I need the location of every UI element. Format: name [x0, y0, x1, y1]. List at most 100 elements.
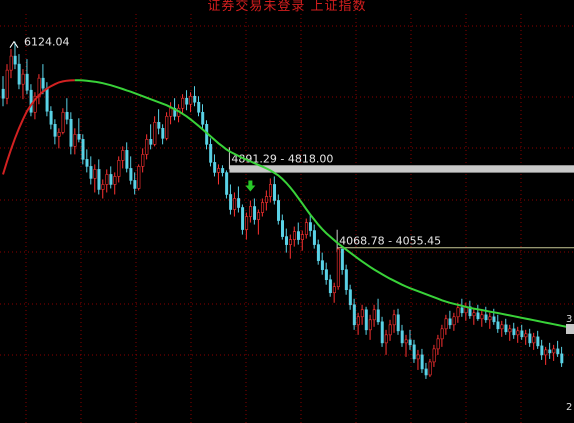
candle-up — [332, 286, 336, 294]
candle-up — [269, 184, 273, 197]
candle-up — [101, 184, 105, 190]
candle-down — [69, 118, 73, 147]
candle-down — [273, 184, 277, 201]
candle-up — [181, 97, 185, 109]
candle-down — [364, 309, 368, 331]
candle-down — [412, 344, 416, 360]
candle-down — [17, 63, 21, 85]
candle-up — [456, 307, 460, 318]
ma-segment-red — [2, 79, 75, 175]
candle-up — [472, 312, 476, 317]
candle-up — [113, 176, 117, 185]
candle-up — [93, 169, 97, 179]
candle-up — [169, 107, 173, 117]
edge-label-bottom: 2 — [566, 402, 572, 413]
candle-up — [488, 316, 492, 321]
candle-up — [384, 334, 388, 344]
candle-up — [532, 336, 536, 344]
candle-down — [312, 230, 316, 245]
candle-up — [189, 95, 193, 105]
candle-up — [388, 324, 392, 336]
candle-up — [9, 55, 13, 71]
candle-down — [149, 139, 153, 145]
candle-down — [348, 289, 352, 306]
candle-down — [193, 95, 197, 103]
candle-series — [1, 41, 564, 379]
level-label: 4068.78 - 4055.45 — [339, 235, 441, 248]
candle-down — [125, 150, 129, 169]
candle-up — [145, 139, 149, 155]
candle-up — [300, 234, 304, 240]
candle-up — [416, 354, 420, 360]
candle-down — [65, 111, 69, 120]
candle-up — [153, 121, 157, 145]
candle-down — [209, 144, 213, 163]
candle-down — [161, 128, 165, 139]
candle-down — [280, 220, 284, 237]
candle-down — [308, 222, 312, 231]
candle-down — [320, 260, 324, 270]
candle-up — [428, 361, 432, 376]
candle-down — [528, 333, 532, 344]
candle-up — [165, 115, 169, 139]
candle-down — [1, 88, 5, 99]
candle-down — [504, 324, 508, 333]
candle-down — [496, 321, 500, 330]
candle-up — [544, 349, 548, 356]
annotations — [9, 40, 574, 334]
candle-up — [73, 134, 77, 147]
candle-down — [85, 159, 89, 167]
level-label: 4891.29 - 4818.00 — [231, 152, 333, 165]
candle-down — [49, 110, 53, 125]
candle-down — [560, 353, 564, 364]
candle-up — [21, 73, 25, 85]
candle-up — [436, 338, 440, 350]
candle-down — [484, 314, 488, 321]
candle-up — [57, 132, 61, 137]
candle-down — [277, 200, 281, 221]
candle-up — [500, 324, 504, 330]
candle-down — [380, 321, 384, 344]
candle-up — [261, 202, 265, 213]
candle-down — [157, 121, 161, 129]
candle-up — [336, 248, 340, 288]
candle-up — [257, 212, 261, 220]
candle-up — [404, 339, 408, 344]
candle-down — [376, 309, 380, 323]
candle-down — [396, 314, 400, 332]
candle-down — [129, 168, 133, 181]
candle-up — [368, 319, 372, 331]
candle-up — [372, 309, 376, 321]
candle-down — [173, 107, 177, 117]
candle-up — [33, 95, 37, 113]
candle-up — [245, 216, 249, 230]
candle-down — [133, 180, 137, 189]
price-band — [229, 165, 574, 173]
candle-down — [221, 168, 225, 173]
candle-up — [356, 316, 360, 326]
candle-up — [292, 231, 296, 240]
candle-down — [197, 101, 201, 113]
candle-up — [217, 168, 221, 173]
candle-down — [225, 172, 229, 195]
candle-down — [229, 194, 233, 210]
candle-down — [340, 248, 344, 270]
candle-down — [284, 236, 288, 245]
candle-up — [304, 222, 308, 235]
candle-down — [45, 87, 49, 112]
candle-down — [460, 307, 464, 314]
candle-up — [5, 69, 9, 99]
candle-up — [480, 314, 484, 320]
candle-up — [524, 333, 528, 338]
candle-up — [444, 318, 448, 330]
candle-down — [41, 77, 45, 89]
candle-down — [53, 123, 57, 137]
candle-down — [201, 111, 205, 125]
candle-down — [29, 89, 33, 113]
down-arrow-icon — [245, 180, 256, 192]
candle-up — [552, 348, 556, 354]
candle-up — [288, 239, 292, 245]
candle-up — [61, 111, 65, 133]
price-levels: 4891.29 - 4818.00 4068.78 - 4055.45 — [228, 147, 574, 252]
